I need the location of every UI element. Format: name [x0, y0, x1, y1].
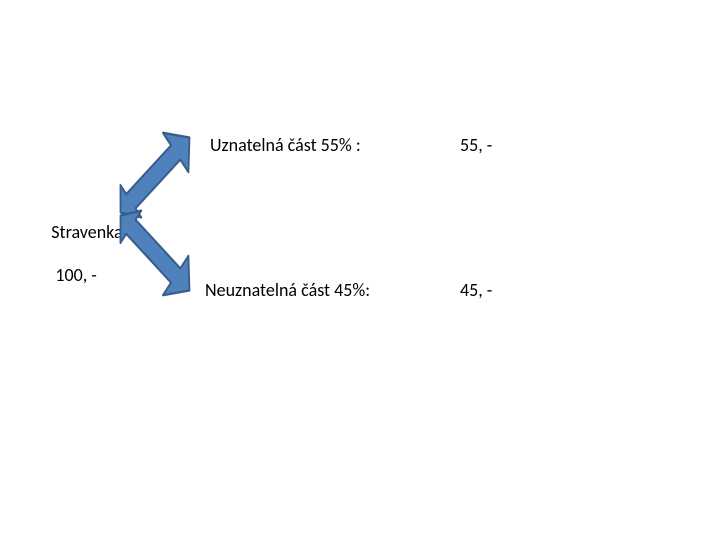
branch-top-value: 55, - — [460, 135, 492, 157]
branch-bottom-value: 45, - — [460, 280, 492, 302]
branch-top-label: Uznatelná část 55% : — [210, 135, 361, 157]
arrow-top-icon — [110, 140, 200, 210]
diagram-canvas: Stravenka 100, - Uznatelná část 55% : 55… — [0, 0, 720, 540]
source-line2: 100, - — [51, 264, 97, 286]
branch-bottom-label: Neuznatelná část 45%: — [205, 280, 370, 302]
arrow-bottom-icon — [110, 218, 200, 288]
